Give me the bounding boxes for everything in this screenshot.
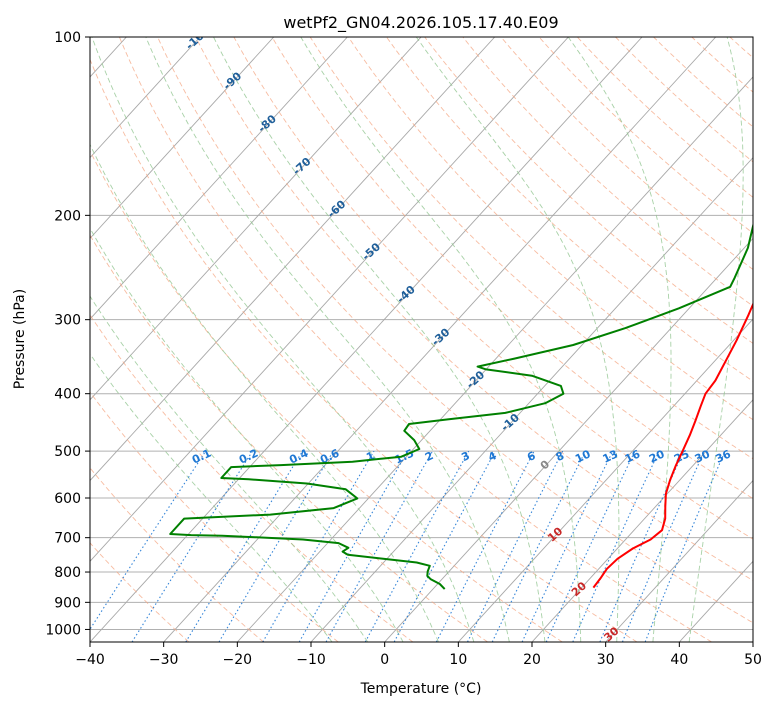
temperature-profile-line <box>592 301 753 589</box>
isotherm-line <box>458 318 753 642</box>
plot-background <box>90 37 753 642</box>
dry-adiabat <box>271 37 753 500</box>
moist-adiabat <box>688 37 744 642</box>
moist-adiabat <box>90 227 404 642</box>
y-tick-label: 900 <box>54 595 81 611</box>
isotherm-line <box>90 37 201 159</box>
moist-adiabat <box>90 295 369 642</box>
y-tick-label: 600 <box>54 491 81 507</box>
y-tick-label: 400 <box>54 387 81 403</box>
dry-adiabat <box>90 149 563 642</box>
x-axis: −40 −30 −20 −10 0 10 20 30 40 50 <box>75 642 762 668</box>
moist-adiabat <box>415 37 620 642</box>
x-tick-label: 40 <box>670 652 688 668</box>
mixing-ratio-label: 16 <box>623 447 643 465</box>
isotherm-line <box>90 37 348 320</box>
mixing-ratio-line <box>131 450 254 642</box>
mixing-ratio-line <box>644 450 726 642</box>
mixing-ratio-label: 30 <box>693 447 713 465</box>
x-tick-label: −10 <box>296 652 326 668</box>
isotherm-line <box>90 37 643 642</box>
dry-adiabat <box>233 37 753 540</box>
mixing-ratio-line <box>185 450 304 642</box>
y-axis: 100 200 300 400 500 600 700 800 900 1000 <box>45 30 90 638</box>
y-tick-label: 700 <box>54 531 81 547</box>
mixing-ratio-label: 10 <box>573 447 593 465</box>
dry-adiabat <box>157 37 753 624</box>
moist-adiabat <box>213 37 546 642</box>
mixing-ratio-line <box>599 450 685 642</box>
y-tick-label: 200 <box>54 208 81 224</box>
mixing-ratio-line <box>467 450 564 642</box>
mixing-ratio-label: 20 <box>647 447 667 465</box>
x-tick-label: 0 <box>380 652 389 668</box>
isotherm-line <box>90 37 422 401</box>
y-tick-label: 1000 <box>45 622 81 638</box>
mixing-ratio-line <box>393 450 496 642</box>
isotherm-line <box>384 237 753 642</box>
dry-adiabat <box>195 37 753 582</box>
isotherm-line <box>90 37 496 482</box>
chart-title: wetPf2_GN04.2026.105.17.40.E09 <box>283 13 558 33</box>
mixing-ratio-line <box>364 450 470 642</box>
pressure-gridlines <box>90 37 753 630</box>
mixing-ratio-line <box>572 450 660 642</box>
moist-adiabat <box>567 37 672 642</box>
moist-adiabat <box>91 37 475 642</box>
x-tick-label: −20 <box>223 652 253 668</box>
dry-adiabat <box>386 37 753 382</box>
x-tick-label: 10 <box>449 652 467 668</box>
dry-adiabat <box>424 37 753 344</box>
x-tick-label: −40 <box>75 652 105 668</box>
y-tick-label: 500 <box>54 444 81 460</box>
x-tick-label: 50 <box>744 652 762 668</box>
moist-adiabat <box>145 37 510 642</box>
mixing-ratio-labels: 0.1 0.2 0.4 0.6 1 1.5 2 3 4 6 8 10 13 16 20 25 30 36 <box>190 446 733 466</box>
thermodynamic-background <box>90 37 753 642</box>
x-axis-title: Temperature (°C) <box>360 681 482 697</box>
moist-adiabat <box>90 143 439 642</box>
plot-frame <box>89 36 754 643</box>
y-tick-label: 100 <box>54 30 81 46</box>
mixing-ratio-line <box>325 450 433 642</box>
mixing-ratio-label: 36 <box>713 447 733 465</box>
y-tick-label: 300 <box>54 313 81 329</box>
isotherm-line <box>605 479 753 642</box>
mixing-ratio-line <box>621 450 705 642</box>
dewpoint-profile-line <box>169 222 753 590</box>
x-tick-label: 20 <box>523 652 541 668</box>
mixing-ratio-label: 13 <box>601 447 620 465</box>
dry-adiabat <box>90 58 638 642</box>
x-tick-label: 30 <box>597 652 615 668</box>
isotherm-line <box>90 37 569 562</box>
sounding-profiles <box>169 222 753 590</box>
isotherm-line <box>531 399 753 642</box>
mixing-ratio-line <box>90 450 207 631</box>
isotherm-line <box>90 37 275 240</box>
dry-adiabat <box>309 37 753 460</box>
y-tick-label: 800 <box>54 565 81 581</box>
isotherm-line <box>163 37 717 642</box>
y-axis-title: Pressure (hPa) <box>12 289 28 389</box>
dry-adiabat <box>118 37 712 642</box>
x-tick-label: −30 <box>149 652 179 668</box>
